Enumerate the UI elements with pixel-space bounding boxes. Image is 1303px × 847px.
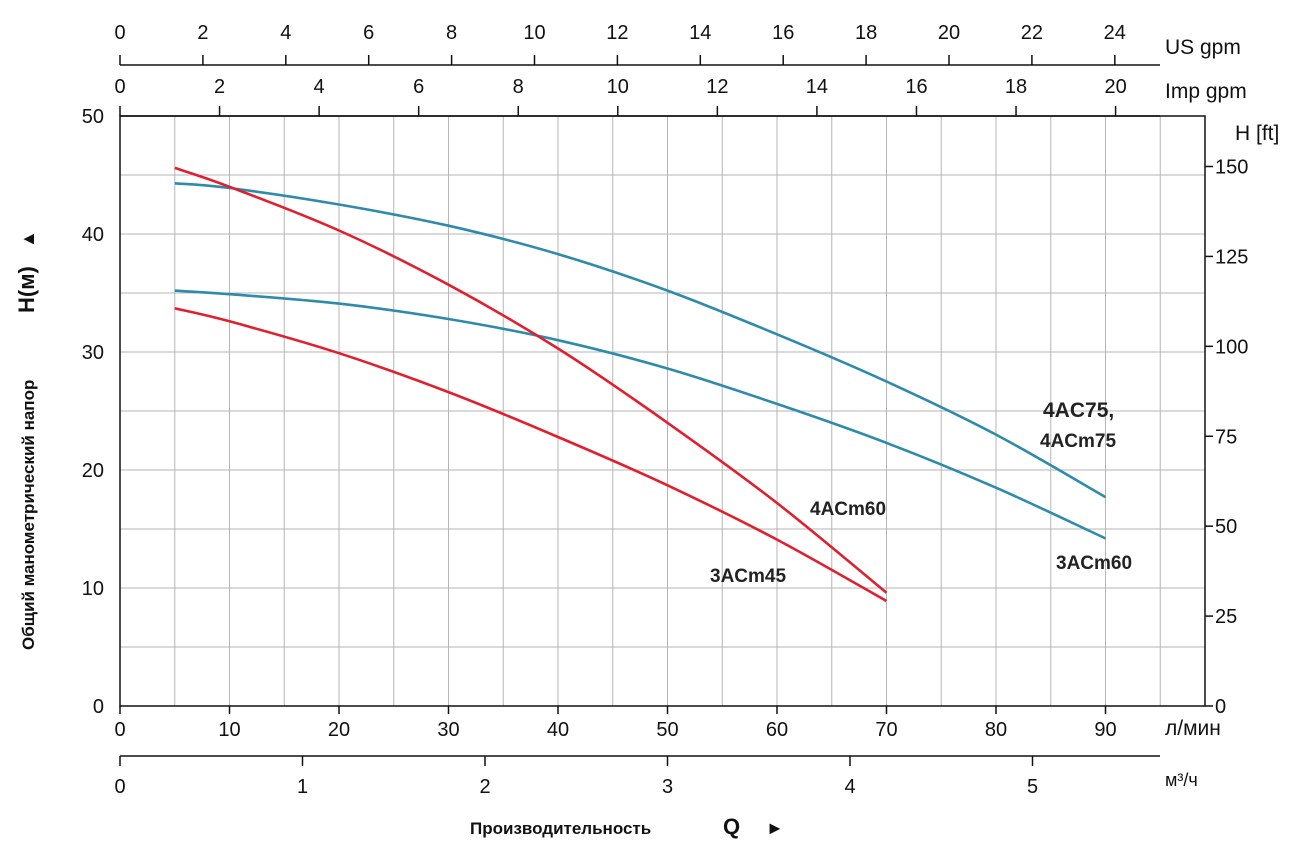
series-line-3acm45 [174, 307, 888, 603]
label-3acm60: 3ACm60 [1056, 553, 1132, 574]
m3h-unit: м³/ч [1165, 770, 1198, 790]
m3h-tick-label: 1 [297, 776, 308, 798]
label-3acm45: 3ACm45 [710, 566, 786, 587]
imp-gpm-tick-label: 8 [513, 76, 524, 98]
imp-gpm-tick-label: 16 [905, 76, 927, 98]
us-gpm-tick-label: 16 [772, 22, 794, 44]
imp-gpm-tick-label: 10 [607, 76, 629, 98]
us-gpm-tick-label: 22 [1021, 22, 1043, 44]
y-ft-label: H [ft] [1235, 122, 1279, 145]
m3h-tick-label: 4 [844, 776, 855, 798]
x-axis-title: Производительность Q ► [470, 814, 784, 839]
lmin-tick-label: 10 [218, 719, 240, 741]
y-ft-tick-label: 0 [1215, 696, 1226, 718]
imp-gpm-tick-label: 20 [1104, 76, 1126, 98]
lmin-tick-label: 70 [875, 719, 897, 741]
lmin-tick-label: 80 [985, 719, 1007, 741]
lmin-tick-label: 30 [437, 719, 459, 741]
imp-gpm-axis: Imp gpm 0 2 4 6 8 10 12 14 16 18 20 [114, 76, 1247, 117]
us-gpm-tick-label: 14 [689, 22, 711, 44]
y-ft-tick-label: 150 [1215, 157, 1248, 179]
us-gpm-tick-label: 4 [280, 22, 291, 44]
us-gpm-tick-label: 12 [606, 22, 628, 44]
us-gpm-tick-label: 8 [446, 22, 457, 44]
y-axis-feet: H [ft] 0 25 50 75 100 125 150 [1205, 122, 1279, 718]
lmin-tick-label: 50 [656, 719, 678, 741]
y-axis-meters: 0 10 20 30 40 50 [82, 106, 104, 718]
us-gpm-tick-label: 18 [855, 22, 877, 44]
y-ft-tick-label: 25 [1215, 606, 1237, 628]
us-gpm-unit: US gpm [1165, 36, 1241, 59]
imp-gpm-tick-label: 6 [413, 76, 424, 98]
y-tick-label: 20 [82, 460, 104, 482]
lmin-tick-label: 40 [547, 719, 569, 741]
y-tick-label: 40 [82, 224, 104, 246]
y-tick-label: 30 [82, 342, 104, 364]
y-ft-tick-label: 50 [1215, 516, 1237, 538]
lmin-axis: л/мин 0 10 20 30 40 50 60 70 80 90 [114, 706, 1221, 741]
imp-gpm-tick-label: 0 [114, 76, 125, 98]
series-line-4ac75-4acm75 [174, 182, 1107, 499]
imp-gpm-tick-label: 14 [806, 76, 828, 98]
us-gpm-tick-label: 2 [197, 22, 208, 44]
series-line-4acm60 [174, 166, 888, 594]
y-axis-arrow: ▲ [18, 230, 38, 248]
y-axis-symbol: H(м) [14, 266, 39, 313]
m3h-tick-label: 3 [662, 776, 673, 798]
series [174, 166, 1107, 603]
us-gpm-tick-label: 6 [363, 22, 374, 44]
us-gpm-axis: US gpm 0 2 4 6 8 10 12 14 16 18 20 22 24 [114, 22, 1241, 66]
y-axis-title: Общий манометрический напор H(м) ▲ [14, 230, 39, 650]
us-gpm-tick-label: 20 [938, 22, 960, 44]
us-gpm-tick-label: 0 [114, 22, 125, 44]
y-axis-label: Общий манометрический напор [19, 380, 38, 650]
imp-gpm-tick-label: 18 [1005, 76, 1027, 98]
m3h-tick-label: 5 [1027, 776, 1038, 798]
x-axis-label: Производительность [470, 819, 651, 838]
y-ft-tick-label: 75 [1215, 426, 1237, 448]
us-gpm-tick-label: 24 [1104, 22, 1126, 44]
lmin-unit: л/мин [1165, 717, 1221, 740]
label-4acm60: 4ACm60 [810, 499, 886, 520]
lmin-tick-label: 60 [766, 719, 788, 741]
imp-gpm-unit: Imp gpm [1165, 80, 1247, 103]
y-tick-label: 50 [82, 106, 104, 128]
y-ft-tick-label: 125 [1215, 246, 1248, 268]
lmin-tick-label: 20 [328, 719, 350, 741]
label-4ac75: 4AC75, [1043, 399, 1114, 422]
lmin-tick-label: 0 [114, 719, 125, 741]
lmin-tick-label: 90 [1094, 719, 1116, 741]
m3h-axis: м³/ч 0 1 2 3 4 5 [114, 755, 1198, 798]
m3h-tick-label: 0 [114, 776, 125, 798]
grid [120, 116, 1205, 706]
x-axis-arrow: ► [766, 818, 784, 838]
imp-gpm-tick-label: 12 [706, 76, 728, 98]
us-gpm-tick-label: 10 [523, 22, 545, 44]
y-tick-label: 0 [93, 696, 104, 718]
y-tick-label: 10 [82, 578, 104, 600]
x-axis-symbol: Q [723, 814, 740, 839]
label-4acm75: 4ACm75 [1040, 431, 1116, 452]
m3h-tick-label: 2 [479, 776, 490, 798]
series-line-3acm60 [174, 289, 1107, 540]
imp-gpm-tick-label: 4 [314, 76, 325, 98]
y-ft-tick-label: 100 [1215, 336, 1248, 358]
imp-gpm-tick-label: 2 [214, 76, 225, 98]
